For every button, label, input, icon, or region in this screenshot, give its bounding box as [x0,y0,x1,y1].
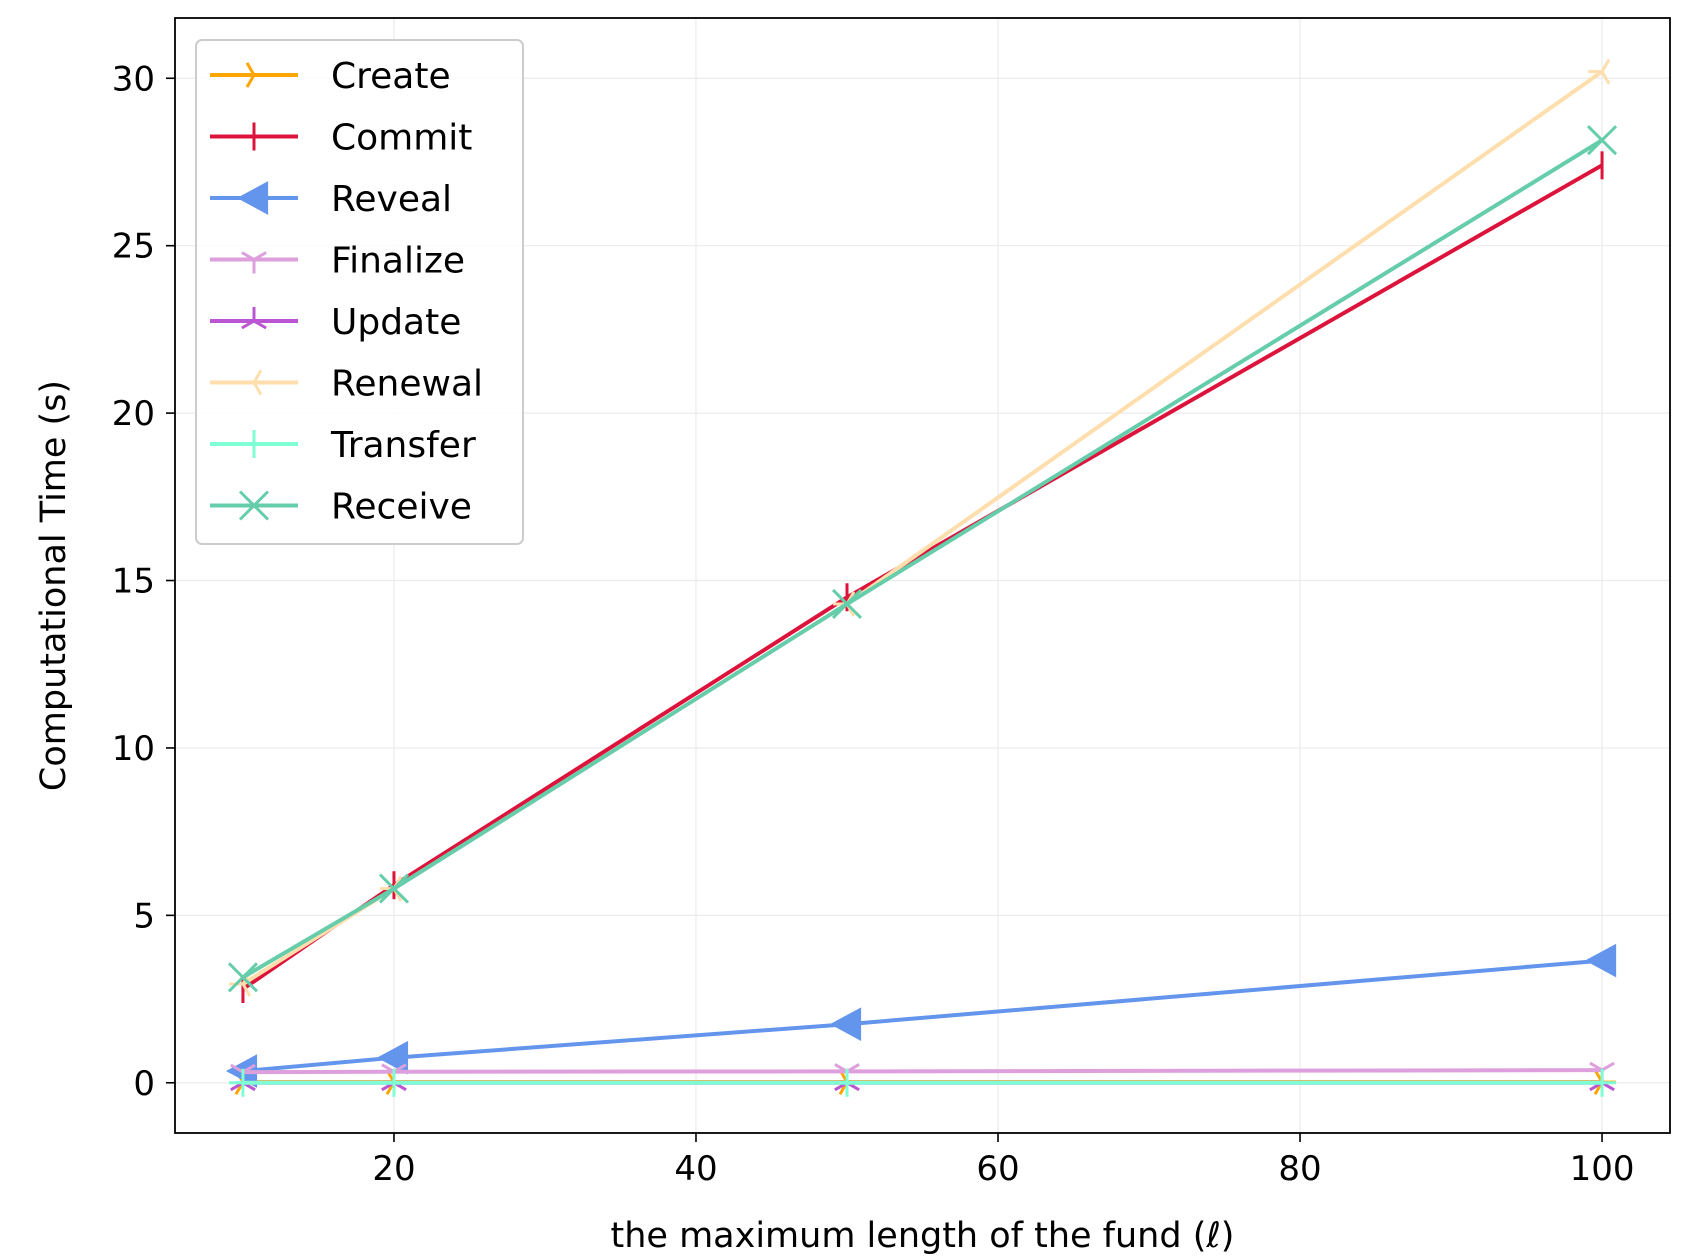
axes-layer: 20 40 60 80 100 0 5 10 15 20 25 30 [112,17,1671,1189]
legend-label: Commit [331,118,472,159]
legend-item-create: Create [210,56,451,97]
legend-label: Receive [331,487,472,528]
plot-frame [174,17,1671,1134]
data-point-marker [831,588,863,620]
y-tick-label: 30 [112,59,155,99]
series-line [242,958,1603,1074]
y-tick-label: 5 [133,896,155,936]
y-tick-label: 25 [112,227,155,267]
legend-item-finalize: Finalize [210,241,465,282]
data-point-marker [379,1068,408,1097]
data-point-marker [1586,125,1618,156]
y-tick-label: 15 [112,562,155,602]
y-tick-label: 0 [133,1064,155,1104]
legend: Create Commit Reveal Finalize Update Renewal T… [195,39,524,545]
series-line [242,1068,1603,1075]
series-reveal [225,943,1617,1088]
x-tick-label: 80 [1278,1149,1321,1189]
data-point-marker [240,369,263,396]
data-point-marker [238,490,270,521]
legend-item-commit: Commit [210,118,472,159]
y-tick-label: 10 [112,729,155,769]
x-axis-label: the maximum length of the fund (ℓ) [611,1216,1235,1256]
series-receive [227,125,1618,993]
data-point-marker [376,1040,409,1075]
data-point-marker [245,62,268,88]
legend-item-update: Update [210,302,461,343]
data-point-marker [1584,943,1617,978]
legend-label: Finalize [331,241,465,282]
x-tick-label: 20 [372,1149,415,1189]
y-axis-label: Computational Time (s) [34,380,74,791]
series-layer [225,58,1618,1097]
legend-label: Reveal [331,179,452,220]
data-point-marker [236,181,269,215]
x-tick-label: 100 [1570,1149,1635,1189]
series-transfer [228,1068,1617,1097]
legend-label: Transfer [330,425,476,466]
data-point-marker [832,1068,861,1097]
data-point-marker [241,251,267,274]
data-point-marker [228,1068,257,1097]
x-tick-label: 60 [976,1149,1019,1189]
y-tick-label: 20 [112,394,155,434]
series-line [241,138,1604,980]
legend-label: Renewal [331,364,483,405]
data-point-marker [241,307,267,330]
legend-item-renewal: Renewal [210,364,483,405]
data-point-marker [378,873,410,904]
data-point-marker [1588,58,1611,85]
legend-item-reveal: Reveal [210,179,452,220]
data-point-marker [829,1007,862,1042]
legend-label: Update [331,302,461,343]
data-point-marker [1588,1068,1617,1097]
legend-label: Create [331,56,451,97]
x-tick-label: 40 [674,1149,717,1189]
data-point-marker [227,962,259,993]
legend-item-transfer: Transfer [210,425,476,466]
data-point-marker [240,430,268,458]
legend-item-receive: Receive [210,487,472,528]
legend-box [195,39,524,545]
